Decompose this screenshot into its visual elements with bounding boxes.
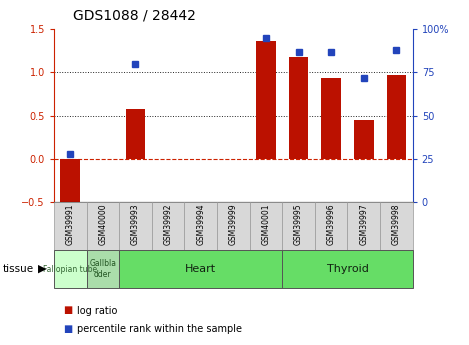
Bar bbox=[380, 202, 413, 250]
Text: percentile rank within the sample: percentile rank within the sample bbox=[77, 325, 242, 334]
Bar bbox=[348, 202, 380, 250]
Text: tissue: tissue bbox=[2, 264, 33, 274]
Bar bbox=[282, 202, 315, 250]
Bar bbox=[87, 250, 119, 288]
Bar bbox=[250, 202, 282, 250]
Text: Fallopian tube: Fallopian tube bbox=[43, 265, 97, 274]
Text: Gallbla
dder: Gallbla dder bbox=[90, 259, 116, 279]
Text: GSM39993: GSM39993 bbox=[131, 203, 140, 245]
Bar bbox=[282, 250, 413, 288]
Text: ■: ■ bbox=[63, 325, 73, 334]
Text: GSM39996: GSM39996 bbox=[327, 203, 336, 245]
Text: GSM39998: GSM39998 bbox=[392, 203, 401, 245]
Text: Thyroid: Thyroid bbox=[326, 264, 369, 274]
Bar bbox=[54, 250, 87, 288]
Bar bbox=[321, 79, 341, 159]
Bar bbox=[217, 202, 250, 250]
Bar bbox=[184, 202, 217, 250]
Bar bbox=[386, 75, 406, 159]
Bar bbox=[354, 120, 374, 159]
Text: Heart: Heart bbox=[185, 264, 216, 274]
Text: GSM39997: GSM39997 bbox=[359, 203, 368, 245]
Bar bbox=[61, 159, 80, 206]
Bar bbox=[152, 202, 184, 250]
Bar bbox=[256, 41, 276, 159]
Text: GDS1088 / 28442: GDS1088 / 28442 bbox=[73, 8, 196, 22]
Text: ■: ■ bbox=[63, 306, 73, 315]
Text: GSM40000: GSM40000 bbox=[98, 203, 107, 245]
Text: GSM40001: GSM40001 bbox=[261, 203, 271, 245]
Text: GSM39995: GSM39995 bbox=[294, 203, 303, 245]
Bar bbox=[289, 57, 308, 159]
Bar bbox=[87, 202, 119, 250]
Bar bbox=[119, 250, 282, 288]
Bar bbox=[119, 202, 152, 250]
Bar bbox=[126, 109, 145, 159]
Text: GSM39999: GSM39999 bbox=[229, 203, 238, 245]
Text: ▶: ▶ bbox=[38, 264, 47, 274]
Text: GSM39992: GSM39992 bbox=[164, 203, 173, 245]
Text: GSM39994: GSM39994 bbox=[196, 203, 205, 245]
Text: GSM39991: GSM39991 bbox=[66, 203, 75, 245]
Bar bbox=[315, 202, 348, 250]
Bar bbox=[54, 202, 87, 250]
Text: log ratio: log ratio bbox=[77, 306, 118, 315]
